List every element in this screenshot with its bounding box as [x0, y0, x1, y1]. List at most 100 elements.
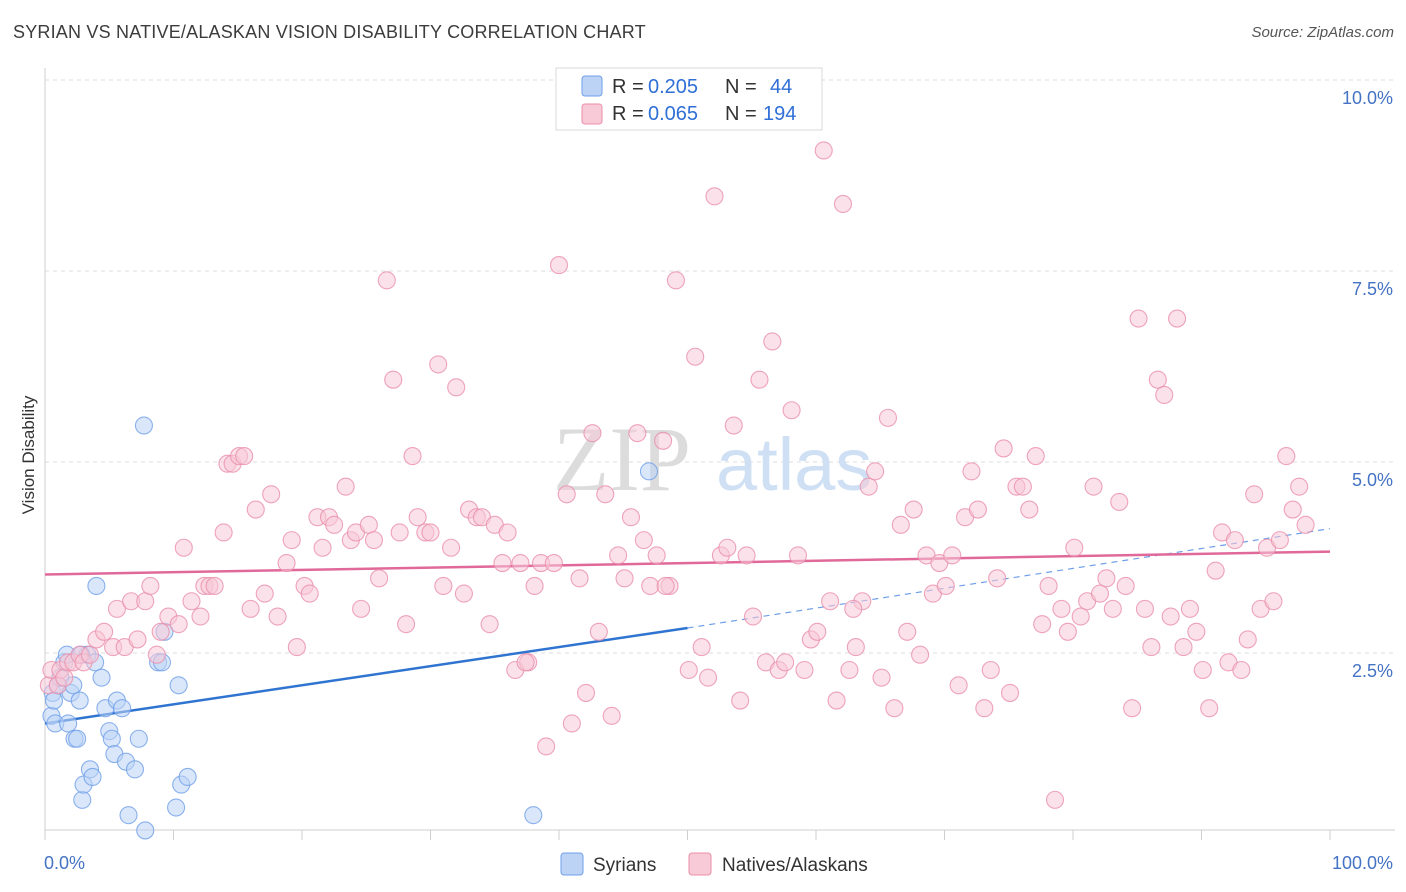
natives-trend-line — [44, 550, 1331, 576]
natives-point-9 — [80, 645, 100, 664]
natives-point-154 — [1020, 500, 1039, 519]
syrians-point-20 — [92, 668, 111, 687]
syrians-point-26 — [113, 699, 132, 718]
natives-point-94 — [628, 424, 647, 443]
natives-point-172 — [1135, 599, 1155, 618]
natives-point-161 — [1065, 538, 1084, 557]
natives-point-43 — [300, 584, 319, 603]
y-tick-label-3: 10.0% — [1342, 88, 1393, 108]
natives-point-97 — [647, 546, 666, 565]
natives-point-78 — [525, 576, 544, 596]
natives-point-98 — [654, 431, 673, 450]
syrians-point-39 — [178, 767, 197, 787]
natives-point-188 — [1238, 630, 1257, 649]
natives-point-104 — [699, 668, 718, 687]
natives-point-197 — [1296, 515, 1315, 534]
legend-r-value-2: 0.065 — [648, 103, 698, 125]
syrians-point-36 — [167, 798, 186, 817]
legend-r-value-1: 0.205 — [648, 76, 698, 98]
syrians-point-30 — [129, 729, 148, 748]
syrians-trend-line — [44, 626, 688, 725]
natives-point-74 — [498, 523, 517, 542]
syrians-point-19 — [87, 576, 106, 596]
syrians-point-40 — [44, 691, 64, 710]
natives-point-58 — [397, 615, 416, 634]
natives-point-119 — [795, 660, 814, 680]
legend-r-label-1: R = — [612, 76, 644, 98]
natives-point-125 — [833, 194, 853, 214]
natives-point-160 — [1058, 622, 1077, 641]
natives-point-29 — [214, 523, 233, 542]
natives-point-176 — [1161, 607, 1180, 626]
natives-point-82 — [549, 256, 569, 275]
legend-n-value-1: 44 — [770, 76, 792, 98]
natives-point-189 — [1245, 485, 1264, 504]
natives-point-38 — [268, 607, 287, 626]
syrians-point-11 — [68, 729, 87, 748]
natives-point-59 — [403, 447, 422, 466]
natives-point-35 — [246, 500, 265, 519]
y-tick-label-1: 5.0% — [1352, 470, 1393, 490]
natives-point-92 — [615, 569, 634, 588]
natives-point-148 — [981, 660, 1000, 680]
natives-point-36 — [255, 584, 274, 603]
syrians-point-37 — [169, 676, 188, 695]
legend-box: R = 0.205 N = 44 R = 0.065 N = 194 — [555, 67, 823, 131]
chart-title: SYRIAN VS NATIVE/ALASKAN VISION DISABILI… — [13, 22, 646, 42]
natives-point-64 — [434, 576, 453, 596]
natives-point-183 — [1206, 561, 1225, 580]
syrians-point-7 — [59, 714, 78, 733]
natives-point-112 — [750, 370, 769, 389]
natives-point-81 — [544, 553, 563, 573]
natives-point-135 — [898, 622, 917, 641]
natives-point-127 — [846, 638, 865, 657]
bottom-legend-swatch-syrians — [560, 852, 584, 876]
natives-point-175 — [1155, 385, 1174, 405]
natives-point-33 — [235, 447, 254, 466]
natives-point-122 — [814, 141, 833, 160]
natives-point-62 — [421, 523, 440, 542]
x-tick-label-0: 0.0% — [44, 853, 85, 873]
natives-point-193 — [1270, 531, 1289, 550]
natives-point-48 — [336, 477, 355, 496]
bottom-legend-syrians: Syrians — [593, 855, 656, 876]
y-axis-label: Vision Disability — [19, 395, 38, 514]
trend-lines — [44, 528, 1331, 725]
tick-labels: 2.5% 5.0% 7.5% 10.0% 0.0% 100.0% — [44, 88, 1393, 873]
natives-point-41 — [287, 638, 306, 657]
natives-point-11 — [95, 622, 114, 641]
natives-point-195 — [1283, 500, 1302, 519]
natives-point-118 — [788, 546, 808, 565]
bottom-legend: Syrians Natives/Alaskans — [560, 852, 868, 876]
natives-point-162 — [1071, 607, 1090, 626]
natives-point-147 — [975, 699, 994, 718]
natives-point-180 — [1187, 622, 1206, 641]
natives-point-126 — [840, 660, 859, 680]
natives-point-67 — [454, 584, 473, 603]
natives-point-192 — [1264, 592, 1283, 611]
natives-point-199 — [656, 576, 675, 596]
natives-point-155 — [1026, 447, 1045, 466]
natives-point-170 — [1123, 699, 1142, 718]
natives-point-181 — [1193, 660, 1212, 680]
watermark-zip: ZIP — [553, 408, 691, 510]
natives-point-173 — [1142, 638, 1161, 657]
syrians-point-42 — [639, 462, 659, 481]
natives-point-55 — [377, 271, 396, 290]
natives-point-54 — [370, 569, 389, 588]
natives-point-187 — [1232, 660, 1251, 680]
natives-point-105 — [705, 187, 724, 206]
natives-point-66 — [447, 378, 466, 397]
legend-swatch-syrians — [581, 75, 603, 97]
natives-point-4 — [55, 668, 74, 687]
x-tick-label-1: 100.0% — [1332, 853, 1393, 873]
natives-point-107 — [718, 538, 737, 557]
natives-point-194 — [1277, 447, 1296, 466]
legend-n-label-1: N = — [725, 76, 757, 98]
bottom-legend-natives: Natives/Alaskans — [722, 855, 868, 876]
natives-point-121 — [808, 622, 827, 641]
natives-point-164 — [1084, 477, 1103, 496]
syrians-point-32 — [136, 821, 155, 840]
natives-point-73 — [493, 553, 512, 573]
natives-point-123 — [821, 592, 840, 611]
